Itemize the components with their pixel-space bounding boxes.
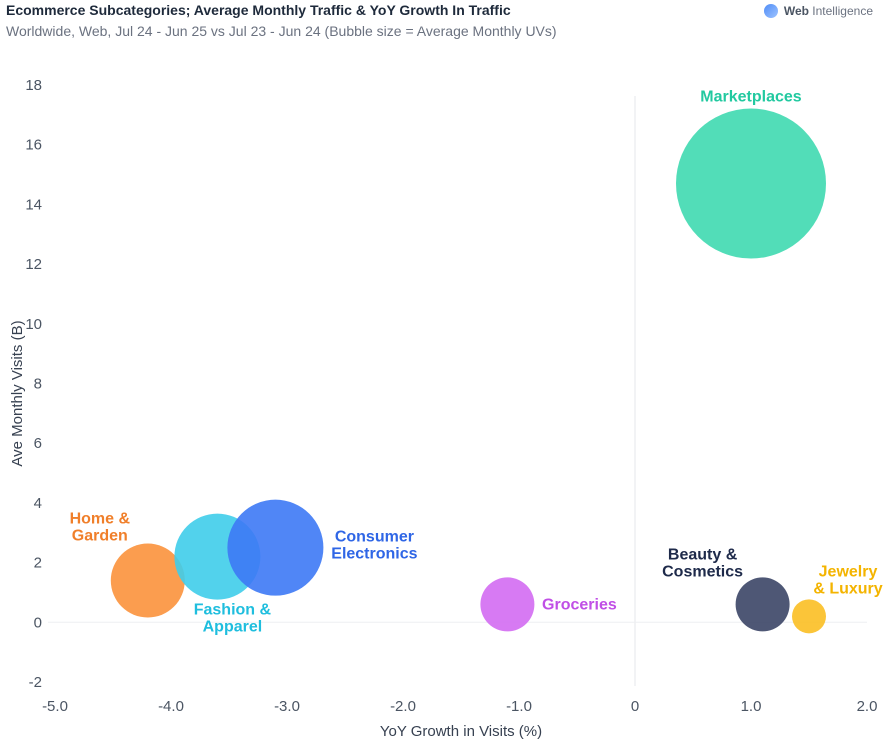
y-tick-label: 12 [25,256,42,273]
web-intelligence-icon [763,4,778,18]
bubble-label: Fashion & Apparel [194,602,272,636]
brand-name-bold: Web [783,4,809,18]
bubble-jewelry-luxury [792,599,826,634]
y-tick-label: 14 [25,196,42,213]
bubble-groceries [480,577,535,632]
bubble-label: Consumer Electronics [331,529,417,563]
y-tick-label: 8 [34,376,42,393]
x-tick-label: -2.0 [390,698,416,715]
y-tick-label: 18 [25,77,42,94]
y-tick-label: 10 [25,316,42,333]
y-tick-label: 4 [34,495,42,512]
x-tick-label: 1.0 [741,698,762,715]
chart-subtitle: Worldwide, Web, Jul 24 - Jun 25 vs Jul 2… [6,23,557,39]
bubble-label: Marketplaces [700,89,801,106]
brand-name-rest: Intelligence [808,4,873,18]
y-axis-label: Ave Monthly Visits (B) [9,320,26,466]
x-tick-label: -5.0 [42,698,68,715]
x-tick-label: -1.0 [506,698,532,715]
bubble-marketplaces [676,108,826,259]
bubble-label: Groceries [542,596,617,613]
brand-logo: Web Intelligence [763,4,873,18]
x-tick-label: 0 [631,698,639,715]
bubble-label: Beauty & Cosmetics [662,546,743,580]
bubble-home-garden [110,543,185,618]
bubble-label: Home & Garden [70,511,131,545]
x-tick-label: -4.0 [158,698,184,715]
x-tick-label: -3.0 [274,698,300,715]
bubble-label: Jewelry & Luxury [813,563,882,597]
y-tick-label: 16 [25,137,42,154]
bubble-beauty-cosmetics [735,577,790,632]
x-axis-label: YoY Growth in Visits (%) [380,723,542,740]
y-tick-label: 0 [34,614,42,631]
bubble-consumer-electronics [227,499,324,596]
y-tick-label: -2 [29,674,42,691]
y-tick-label: 2 [34,555,42,572]
chart-plot-area: -2 0 2 4 6 8 10 12 14 16 18 -5.0 -4.0 -3.0 -2.0 -1.0 0 1.… [25,77,882,715]
chart-title: Ecommerce Subcategories; Average Monthly… [6,2,511,18]
y-tick-label: 6 [34,435,42,452]
x-tick-label: 2.0 [857,698,878,715]
